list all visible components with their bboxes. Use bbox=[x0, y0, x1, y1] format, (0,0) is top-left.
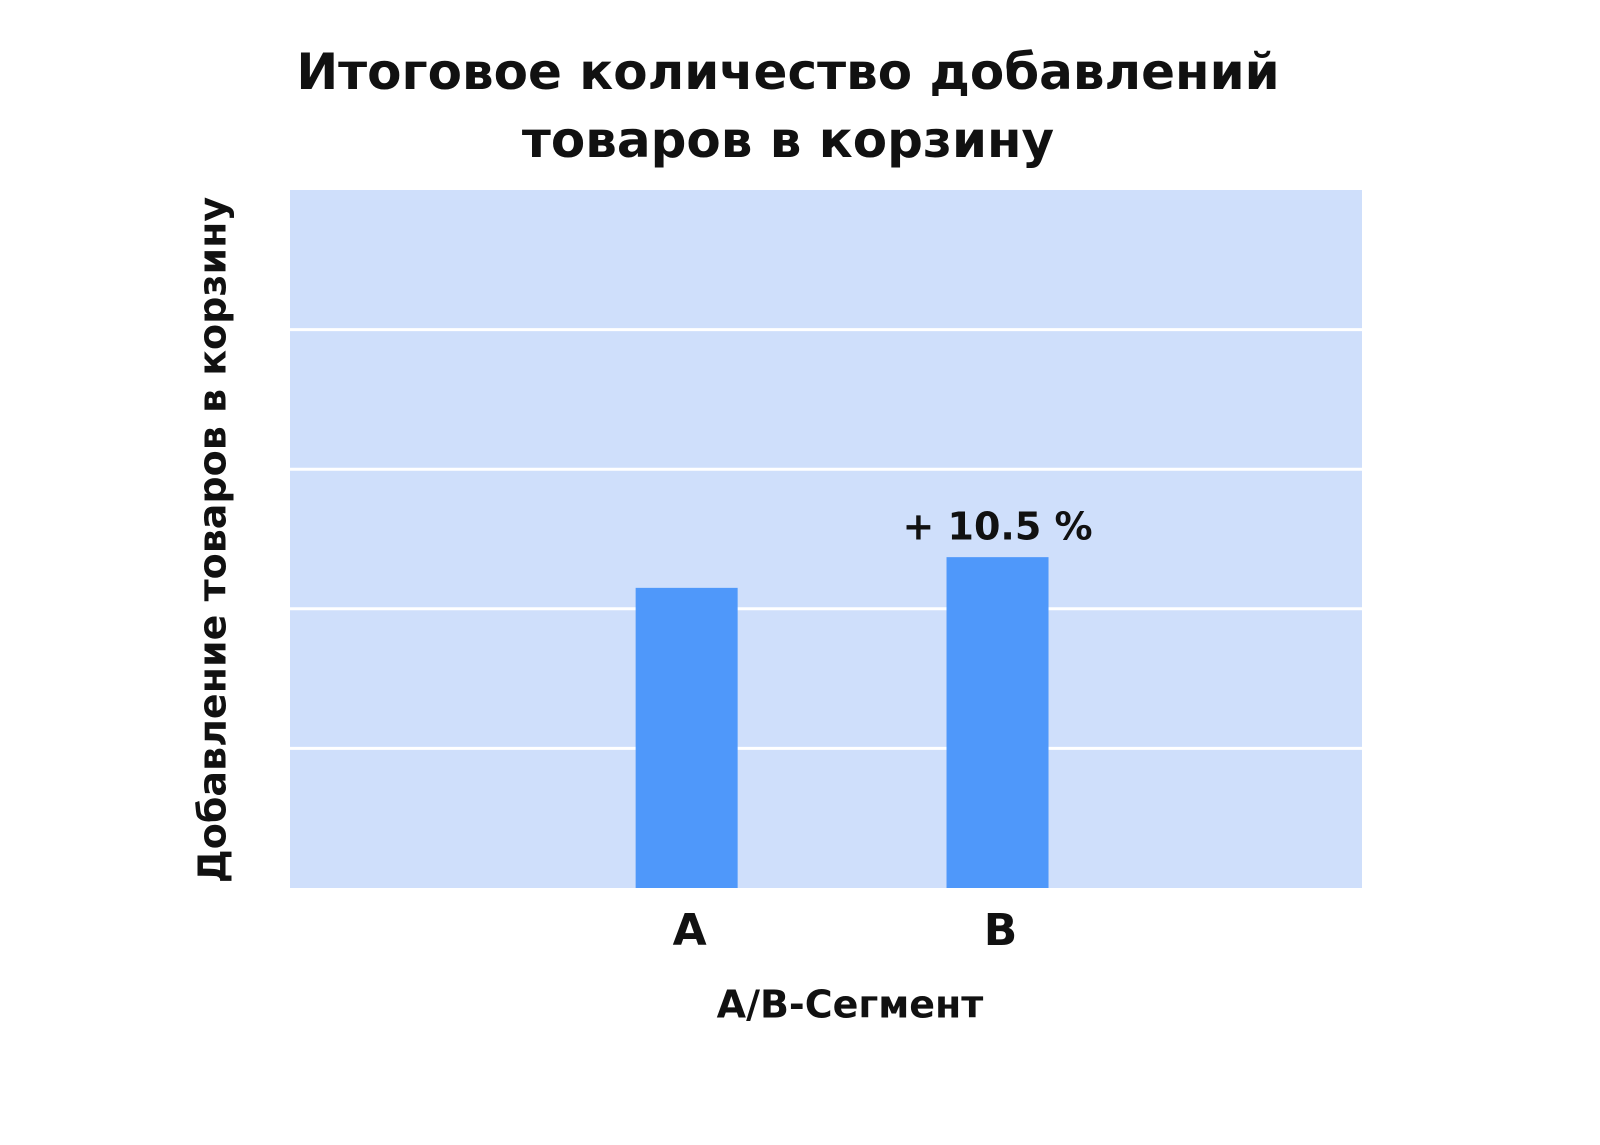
x-tick-label: B bbox=[984, 905, 1018, 956]
chart-title: Итоговое количество добавлений товаров в… bbox=[296, 43, 1280, 169]
bar bbox=[635, 587, 738, 888]
x-axis-label: A/B-Сегмент bbox=[717, 983, 984, 1027]
bar bbox=[946, 557, 1049, 888]
plot-background bbox=[290, 190, 1362, 888]
y-axis-label: Добавление товаров в корзину bbox=[191, 197, 235, 883]
annotation: + 10.5 % bbox=[902, 505, 1092, 549]
x-tick-label: A bbox=[673, 905, 707, 956]
